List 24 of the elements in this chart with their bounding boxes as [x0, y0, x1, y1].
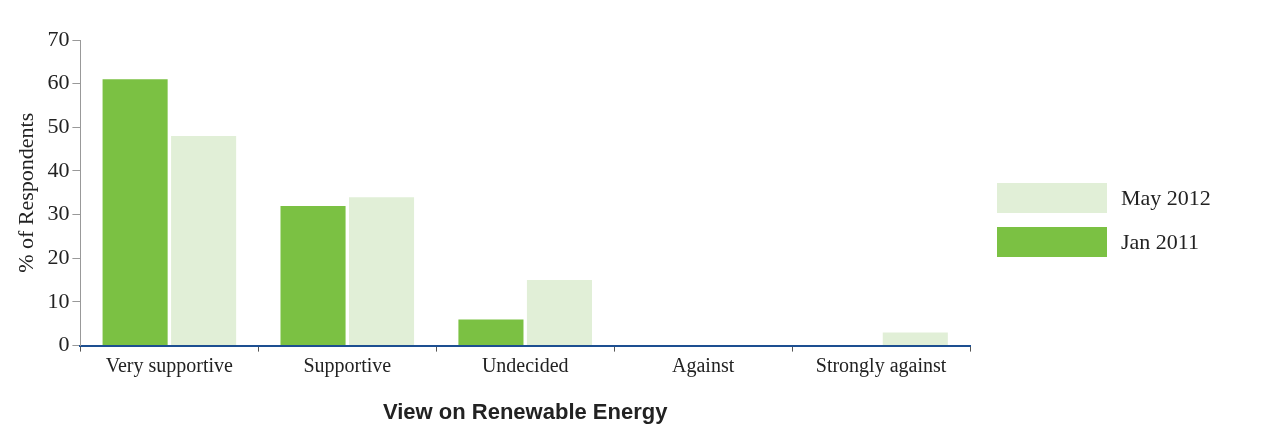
x-axis-title: View on Renewable Energy — [382, 398, 669, 424]
x-tick-label: Against — [672, 353, 735, 377]
x-tick-label: Very supportive — [105, 353, 234, 377]
bar — [348, 197, 415, 346]
x-tick-label: Supportive — [303, 353, 392, 377]
y-tick-label: 40 — [47, 156, 70, 182]
bar — [882, 332, 948, 346]
legend-label: May 2012 — [1121, 185, 1211, 211]
y-tick-label: 0 — [58, 331, 70, 357]
bar — [526, 280, 592, 346]
x-tick-label: Undecided — [481, 353, 569, 376]
legend-label: Jan 2011 — [1121, 229, 1200, 255]
y-tick-label: 60 — [47, 69, 70, 95]
bar — [171, 136, 237, 346]
y-axis-title: % of Respondents — [12, 112, 38, 273]
y-tick-label: 10 — [47, 287, 70, 313]
y-tick-label: 70 — [47, 25, 70, 51]
bar — [102, 79, 168, 346]
y-tick-label: 30 — [47, 200, 70, 226]
y-tick-label: 20 — [47, 244, 70, 270]
bar — [458, 319, 524, 346]
y-tick-label: 50 — [47, 113, 70, 139]
bar — [280, 205, 346, 346]
x-tick-label: Strongly against — [815, 353, 947, 377]
